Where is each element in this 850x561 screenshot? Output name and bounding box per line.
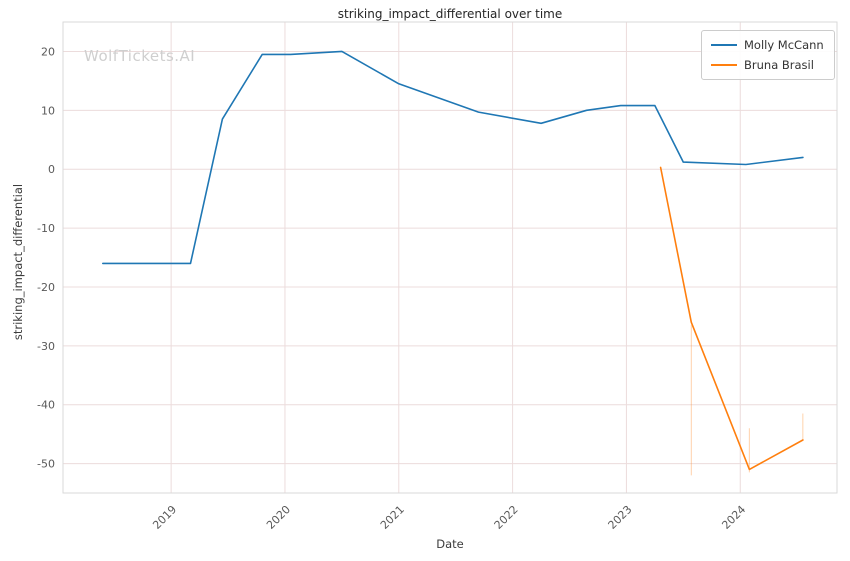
legend-item-bruna-brasil: Bruna Brasil	[711, 58, 824, 72]
legend-label: Bruna Brasil	[744, 58, 814, 72]
x-tick-label: 2019	[150, 503, 179, 532]
y-tick-label: 0	[48, 163, 55, 176]
y-tick-label: 20	[41, 45, 55, 58]
x-tick-label: 2021	[378, 503, 407, 532]
y-axis-label: striking_impact_differential	[11, 183, 25, 341]
legend-line-swatch	[711, 44, 737, 46]
x-tick-label: 2020	[264, 503, 293, 532]
chart-title: striking_impact_differential over time	[337, 7, 563, 21]
y-tick-label: -30	[37, 340, 55, 353]
y-tick-label: -50	[37, 458, 55, 471]
legend-line-swatch	[711, 64, 737, 66]
x-axis-label: Date	[436, 537, 464, 551]
x-tick-label: 2022	[492, 503, 521, 532]
y-tick-label: -20	[37, 281, 55, 294]
watermark: WolfTickets.AI	[84, 47, 196, 65]
y-tick-label: -40	[37, 399, 55, 412]
plot-border	[62, 21, 838, 494]
y-tick-label: 10	[41, 104, 55, 117]
legend-item-molly-mccann: Molly McCann	[711, 38, 824, 52]
legend-label: Molly McCann	[744, 38, 824, 52]
y-tick-label: -10	[37, 222, 55, 235]
legend: Molly McCann Bruna Brasil	[701, 30, 835, 80]
series-line-1	[659, 166, 804, 471]
x-tick-label: 2024	[719, 503, 748, 532]
x-tick-label: 2023	[606, 503, 635, 532]
series-line-0	[102, 50, 804, 265]
plot-background	[63, 22, 837, 493]
